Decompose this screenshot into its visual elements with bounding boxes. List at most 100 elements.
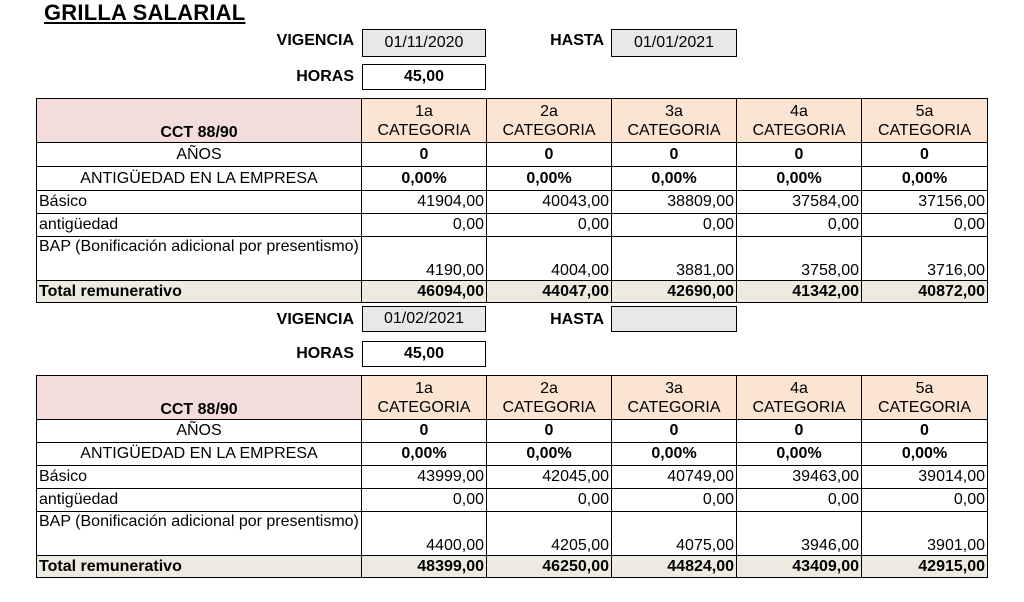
table-cell[interactable]: 0 (361, 142, 487, 167)
table-cell[interactable]: 0 (736, 419, 862, 443)
table-cell[interactable]: 3881,00 (611, 236, 737, 281)
table-cell[interactable]: 0,00% (861, 166, 988, 191)
table-cell[interactable]: 40043,00 (486, 190, 612, 214)
table-cell[interactable]: 42045,00 (486, 465, 612, 489)
table-cell[interactable]: 0,00% (861, 442, 988, 466)
table-cell[interactable]: 0,00 (611, 488, 737, 512)
category-header: 5a CATEGORIA (861, 375, 988, 420)
table-cell[interactable]: 43999,00 (361, 465, 487, 489)
table-cell[interactable]: 46250,00 (486, 555, 612, 578)
table-row: Básico 41904,00 40043,00 38809,00 37584,… (36, 190, 988, 214)
table-cell[interactable]: 0,00 (861, 213, 988, 237)
table-row: AÑOS 0 0 0 0 0 (36, 419, 988, 443)
category-header: 3a CATEGORIA (611, 98, 737, 143)
table-cell[interactable]: 0,00% (736, 166, 862, 191)
table-cell[interactable]: 0,00 (736, 488, 862, 512)
row-label: AÑOS (36, 142, 362, 167)
category-header: 1a CATEGORIA (361, 375, 487, 420)
table-cell[interactable]: 4190,00 (361, 236, 487, 281)
table-row: antigüedad 0,00 0,00 0,00 0,00 0,00 (36, 488, 988, 512)
table-cell[interactable]: 0,00 (361, 213, 487, 237)
table-cell[interactable]: 0 (486, 419, 612, 443)
table-cell[interactable]: 39014,00 (861, 465, 988, 489)
row-label: antigüedad (36, 488, 362, 512)
horas-label: HORAS (296, 345, 354, 362)
table-cell[interactable]: 0,00% (361, 166, 487, 191)
table-cell[interactable]: 0,00% (361, 442, 487, 466)
table-cell[interactable]: 0,00% (486, 442, 612, 466)
table-cell[interactable]: 0 (611, 142, 737, 167)
table-cell[interactable]: 38809,00 (611, 190, 737, 214)
table-cell[interactable]: 0,00 (736, 213, 862, 237)
category-header: 2a CATEGORIA (486, 98, 612, 143)
table-header-row: CCT 88/90 1a CATEGORIA 2a CATEGORIA 3a CATE… (36, 98, 988, 143)
row-label: BAP (Bonificación adicional por presenti… (36, 511, 362, 556)
table-cell[interactable]: 4004,00 (486, 236, 612, 281)
vigencia-field[interactable]: 01/11/2020 (362, 29, 486, 57)
table-cell[interactable]: 44047,00 (486, 280, 612, 303)
table-row: Básico 43999,00 42045,00 40749,00 39463,… (36, 465, 988, 489)
table-cell[interactable]: 46094,00 (361, 280, 487, 303)
table-cell[interactable]: 0 (736, 142, 862, 167)
row-label: Básico (36, 465, 362, 489)
table-cell[interactable]: 42690,00 (611, 280, 737, 303)
category-header: 2a CATEGORIA (486, 375, 612, 420)
hasta-field[interactable]: 01/01/2021 (611, 29, 737, 57)
table-cell[interactable]: 0,00 (611, 213, 737, 237)
table-cell[interactable]: 0,00 (486, 488, 612, 512)
table-cell[interactable]: 4400,00 (361, 511, 487, 556)
table-cell[interactable]: 48399,00 (361, 555, 487, 578)
vigencia-label: VIGENCIA (276, 311, 354, 328)
table-cell[interactable]: 41342,00 (736, 280, 862, 303)
table-cell[interactable]: 4205,00 (486, 511, 612, 556)
table-row: AÑOS 0 0 0 0 0 (36, 142, 988, 167)
table-cell[interactable]: 44824,00 (611, 555, 737, 578)
row-label: antigüedad (36, 213, 362, 237)
horas-field[interactable]: 45,00 (362, 64, 486, 90)
salary-table-2: CCT 88/90 1a CATEGORIA 2a CATEGORIA 3a CATE… (36, 375, 988, 578)
row-label: Total remunerativo (36, 555, 362, 578)
category-header: 1a CATEGORIA (361, 98, 487, 143)
table-cell[interactable]: 4075,00 (611, 511, 737, 556)
row-label: AÑOS (36, 419, 362, 443)
hasta-label: HASTA (550, 311, 604, 328)
table-cell[interactable]: 0,00% (611, 442, 737, 466)
page-title: GRILLA SALARIAL (44, 0, 246, 25)
table-cell[interactable]: 3901,00 (861, 511, 988, 556)
horas-field[interactable]: 45,00 (362, 341, 486, 367)
cct-header: CCT 88/90 (36, 98, 362, 143)
row-label: Básico (36, 190, 362, 214)
category-header: 3a CATEGORIA (611, 375, 737, 420)
salary-table-1: CCT 88/90 1a CATEGORIA 2a CATEGORIA 3a CATE… (36, 98, 988, 303)
table-cell[interactable]: 41904,00 (361, 190, 487, 214)
table-cell[interactable]: 3716,00 (861, 236, 988, 281)
table-cell[interactable]: 0 (486, 142, 612, 167)
table-cell[interactable]: 0,00 (486, 213, 612, 237)
table-cell[interactable]: 42915,00 (861, 555, 988, 578)
table-cell[interactable]: 39463,00 (736, 465, 862, 489)
cct-header: CCT 88/90 (36, 375, 362, 420)
row-label: Total remunerativo (36, 280, 362, 303)
table-cell[interactable]: 3758,00 (736, 236, 862, 281)
table-cell[interactable]: 0 (861, 142, 988, 167)
table-cell[interactable]: 0,00% (611, 166, 737, 191)
vigencia-label: VIGENCIA (276, 32, 354, 49)
table-cell[interactable]: 0,00 (361, 488, 487, 512)
total-row: Total remunerativo 46094,00 44047,00 426… (36, 280, 988, 303)
table-cell[interactable]: 40749,00 (611, 465, 737, 489)
table-cell[interactable]: 0,00% (736, 442, 862, 466)
table-cell[interactable]: 0 (361, 419, 487, 443)
vigencia-field[interactable]: 01/02/2021 (362, 306, 486, 332)
table-cell[interactable]: 37584,00 (736, 190, 862, 214)
hasta-field[interactable] (611, 306, 737, 332)
table-cell[interactable]: 0,00% (486, 166, 612, 191)
table-cell[interactable]: 40872,00 (861, 280, 988, 303)
table-row: ANTIGÜEDAD EN LA EMPRESA 0,00% 0,00% 0,0… (36, 442, 988, 466)
table-cell[interactable]: 3946,00 (736, 511, 862, 556)
table-cell[interactable]: 0 (611, 419, 737, 443)
table-cell[interactable]: 0 (861, 419, 988, 443)
table-cell[interactable]: 43409,00 (736, 555, 862, 578)
table-cell[interactable]: 37156,00 (861, 190, 988, 214)
total-row: Total remunerativo 48399,00 46250,00 448… (36, 555, 988, 578)
table-cell[interactable]: 0,00 (861, 488, 988, 512)
